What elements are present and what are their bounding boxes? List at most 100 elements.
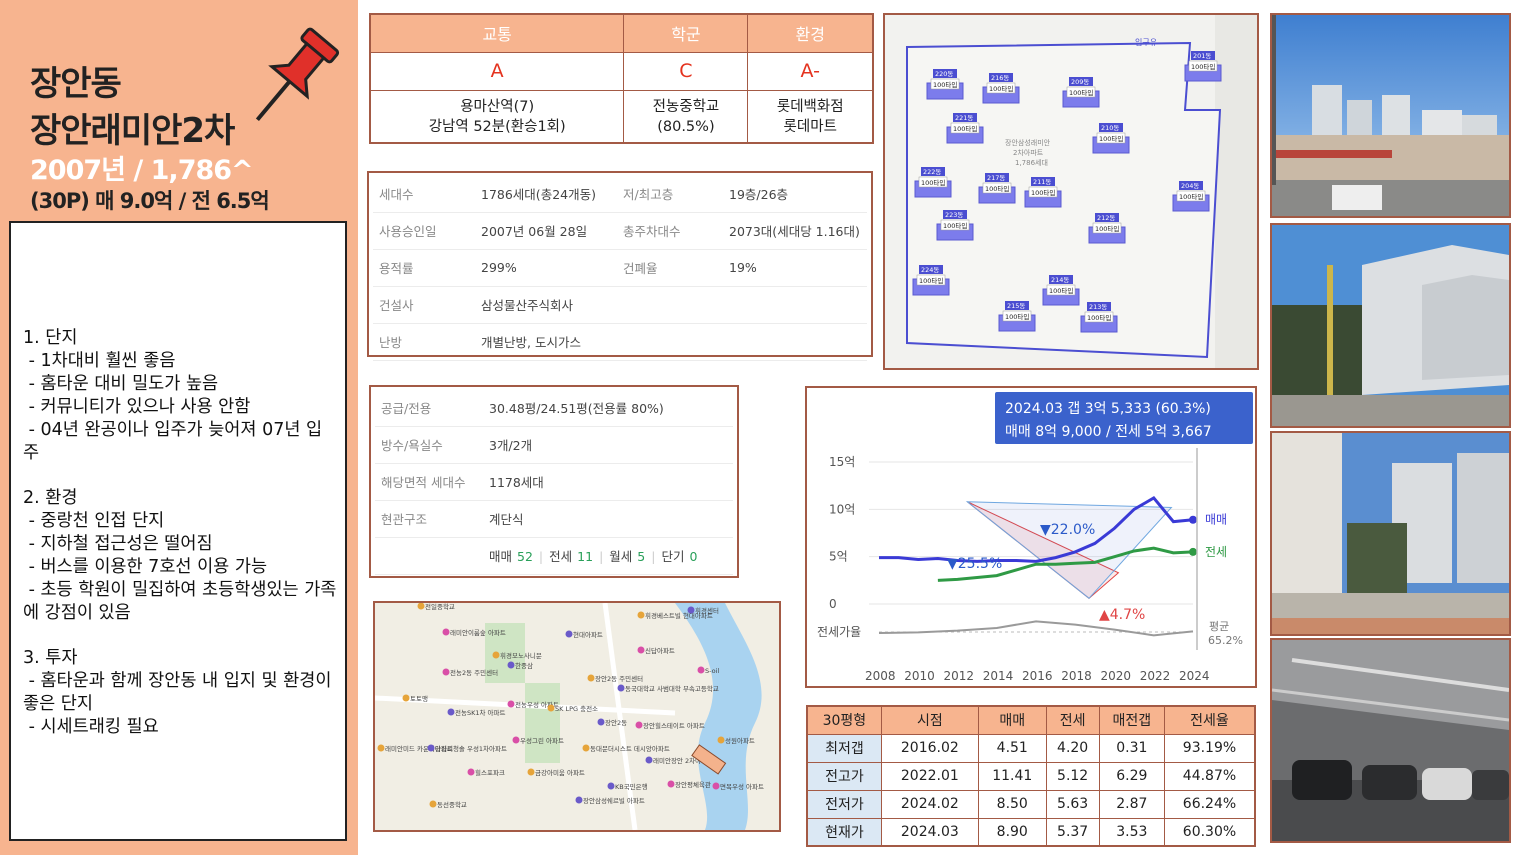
building-204동[interactable]: 204동 100타입 <box>1172 181 1210 212</box>
entrance-label: 입구유 <box>1135 38 1157 47</box>
poi-marker[interactable] <box>512 736 520 744</box>
poi-marker[interactable] <box>429 800 437 808</box>
poi-marker[interactable] <box>575 796 583 804</box>
poi-marker[interactable] <box>717 736 725 744</box>
poi-marker[interactable] <box>637 611 645 619</box>
poi-marker[interactable] <box>607 782 615 790</box>
info-label: 용적률 <box>373 249 475 287</box>
area-map[interactable]: 전일중학교 현대아파트 래미안이룸숲 아파트 휘경베스트빌 현대아파트 휘경센터 신답아파… <box>373 601 781 832</box>
building-212동[interactable]: 212동 100타입 <box>1088 213 1126 244</box>
building-221동[interactable]: 221동 100타입 <box>946 113 984 144</box>
building-number-tag <box>953 113 977 122</box>
info-row: 용적률 299% 건폐율 19% <box>373 249 867 287</box>
building-type: 100타입 <box>1191 62 1215 71</box>
building-type-tag <box>940 219 970 231</box>
grade-header-environment: 환경 <box>747 13 874 53</box>
building-220동[interactable]: 220동 100타입 <box>926 69 964 100</box>
building-216동[interactable]: 216동 100타입 <box>982 73 1020 104</box>
price-cell: 4.51 <box>977 733 1047 763</box>
building-211동[interactable]: 211동 100타입 <box>1024 177 1062 208</box>
info-label: 방수/욕실수 <box>375 426 483 464</box>
building-number-tag <box>1179 181 1203 190</box>
road <box>375 695 676 716</box>
poi-marker[interactable] <box>427 744 435 752</box>
building-201동[interactable]: 201동 100타입 <box>1184 51 1222 82</box>
poi-marker[interactable] <box>547 704 555 712</box>
poi-marker[interactable] <box>442 668 450 676</box>
series-label: 전세 <box>1205 545 1227 559</box>
street-view-photo <box>1270 13 1511 218</box>
building-type: 100타입 <box>933 80 957 89</box>
poi-marker[interactable] <box>582 744 590 752</box>
poi-label: 장안2동 주민센터 <box>595 674 643 683</box>
series-label: 매매 <box>1205 513 1227 527</box>
poi-marker[interactable] <box>417 603 425 610</box>
poi-marker[interactable] <box>402 694 410 702</box>
poi-marker[interactable] <box>587 674 595 682</box>
building-number-tag <box>1087 302 1111 311</box>
price-row-label: 전고가 <box>806 761 882 791</box>
poi-marker[interactable] <box>637 646 645 654</box>
series-line-jeonse-rate <box>878 620 1194 637</box>
poi-label: 신답아파트 <box>645 646 675 655</box>
poi-marker[interactable] <box>377 744 385 752</box>
building-213동[interactable]: 213동 100타입 <box>1080 302 1118 333</box>
street2-photo-svg <box>1272 433 1509 634</box>
building-210동[interactable]: 210동 100타입 <box>1092 123 1130 154</box>
building-209동[interactable]: 209동 100타입 <box>1062 77 1100 108</box>
deal-type-label[interactable]: 전세 <box>549 549 573 564</box>
poi-marker[interactable] <box>507 661 515 669</box>
poi-marker[interactable] <box>447 708 455 716</box>
year-households-title: 2007년 / 1,786^ <box>30 155 254 186</box>
deal-type-label[interactable]: 매매 <box>489 549 513 564</box>
poi-label: 동대문더시스트 데시앙아파트 <box>590 744 670 753</box>
complex-center-label: 2차아파트 <box>1013 148 1044 157</box>
site-plan-map[interactable]: 입구유 장안삼성래미안 2차아파트 1,786세대 201동 100타입 204동 100타입… <box>883 13 1259 370</box>
building-215동[interactable]: 215동 100타입 <box>998 301 1036 332</box>
info-label: 해당면적 세대수 <box>375 463 483 501</box>
park <box>485 623 525 683</box>
poi-marker[interactable] <box>442 628 450 636</box>
poi-marker[interactable] <box>527 768 535 776</box>
poi-marker[interactable] <box>697 666 705 674</box>
poi-marker[interactable] <box>645 756 653 764</box>
poi-marker[interactable] <box>712 782 720 790</box>
complex-boundary <box>906 41 1222 359</box>
building-number: 211동 <box>1033 178 1051 186</box>
series-end-point <box>1189 515 1197 524</box>
info-value: 3개/2개 <box>483 426 733 464</box>
poi-marker[interactable] <box>687 606 695 614</box>
price-header-cell: 전세율 <box>1163 705 1256 735</box>
building-number: 224동 <box>921 266 939 274</box>
y-tick-label: 15억 <box>829 455 855 469</box>
grade-table: 교통 학군 환경 A C A- 용마산역(7) 강남역 52분(환승1회) 전농중… <box>369 13 874 144</box>
poi-marker[interactable] <box>565 630 573 638</box>
poi-marker[interactable] <box>617 684 625 692</box>
deal-type-label[interactable]: 월세 <box>609 549 633 564</box>
poi-marker[interactable] <box>597 718 605 726</box>
building-222동[interactable]: 222동 100타입 <box>914 167 952 198</box>
price-summary-title: (30P) 매 9.0억 / 전 6.5억 <box>30 189 270 213</box>
callout-line-1: 2024.03 갭 3억 5,333 (60.3%) <box>1005 401 1211 417</box>
building-217동[interactable]: 217동 100타입 <box>978 173 1016 204</box>
poi-marker[interactable] <box>507 700 515 708</box>
poi-marker[interactable] <box>467 768 475 776</box>
building-number-tag <box>1095 213 1119 222</box>
poi-label: 성원아파트 <box>725 736 755 745</box>
building-type: 100타입 <box>943 221 967 230</box>
price-cell: 5.37 <box>1045 817 1100 847</box>
poi-marker[interactable] <box>635 721 643 729</box>
price-cell: 2024.03 <box>880 817 979 847</box>
info-value: 299% <box>475 249 617 287</box>
deal-type-count: 5 <box>637 549 646 564</box>
callout-box <box>995 392 1253 444</box>
deal-type-label[interactable]: 단기 <box>661 549 685 564</box>
poi-marker[interactable] <box>492 651 500 659</box>
price-cell: 8.50 <box>977 789 1047 819</box>
building-223동[interactable]: 223동 100타입 <box>936 210 974 241</box>
poi-label: 래미안미드 카운티아파트 <box>385 744 453 753</box>
building-214동[interactable]: 214동 100타입 <box>1042 275 1080 306</box>
price-row-label: 전저가 <box>806 789 882 819</box>
poi-marker[interactable] <box>667 780 675 788</box>
building-224동[interactable]: 224동 100타입 <box>912 265 950 296</box>
